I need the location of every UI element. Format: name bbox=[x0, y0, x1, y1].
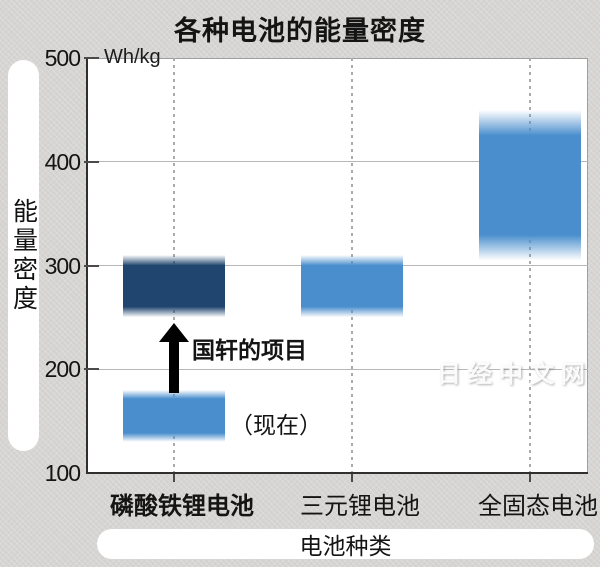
y-tick-mark bbox=[84, 264, 99, 267]
y-tick-mark bbox=[84, 57, 99, 59]
x-category-label: 全固态电池 bbox=[478, 493, 598, 520]
chart-title: 各种电池的能量密度 bbox=[174, 16, 426, 46]
y-axis-label: 能量密度 bbox=[9, 197, 38, 314]
x-tick-mark bbox=[173, 474, 175, 482]
y-tick-label: 400 bbox=[44, 148, 81, 175]
y-tick-label: 300 bbox=[44, 252, 81, 279]
x-axis-label-pill: 电池种类 bbox=[97, 529, 594, 559]
x-axis-line bbox=[86, 472, 588, 474]
bar-segment bbox=[123, 255, 225, 318]
growth-arrow-head-icon bbox=[159, 323, 189, 342]
y-tick-mark bbox=[84, 160, 99, 163]
x-tick-mark bbox=[351, 474, 353, 482]
x-tick-mark bbox=[529, 474, 531, 482]
category-grid-line bbox=[529, 58, 531, 472]
y-tick-label: 200 bbox=[44, 356, 81, 383]
y-grid-line bbox=[88, 161, 588, 163]
annotation-current-label: （现在） bbox=[230, 412, 322, 438]
y-tick-label: 500 bbox=[44, 45, 81, 71]
bar-segment bbox=[301, 255, 403, 318]
annotation-project-label: 国轩的项目 bbox=[192, 337, 307, 363]
x-axis-label: 电池种类 bbox=[299, 533, 392, 559]
y-axis-unit: Wh/kg bbox=[104, 46, 161, 68]
watermark-nikkei: 日经中文网 bbox=[437, 361, 592, 388]
y-axis-label-pill: 能量密度 bbox=[8, 60, 39, 451]
y-tick-label: 100 bbox=[44, 460, 81, 486]
y-grid-line bbox=[88, 368, 588, 370]
bar-segment bbox=[479, 109, 581, 261]
bar-segment bbox=[123, 390, 225, 442]
y-tick-mark bbox=[84, 368, 99, 371]
x-category-label: 磷酸铁锂电池 bbox=[110, 493, 254, 520]
growth-arrow-shaft bbox=[169, 340, 179, 393]
x-category-label: 三元锂电池 bbox=[300, 493, 420, 520]
